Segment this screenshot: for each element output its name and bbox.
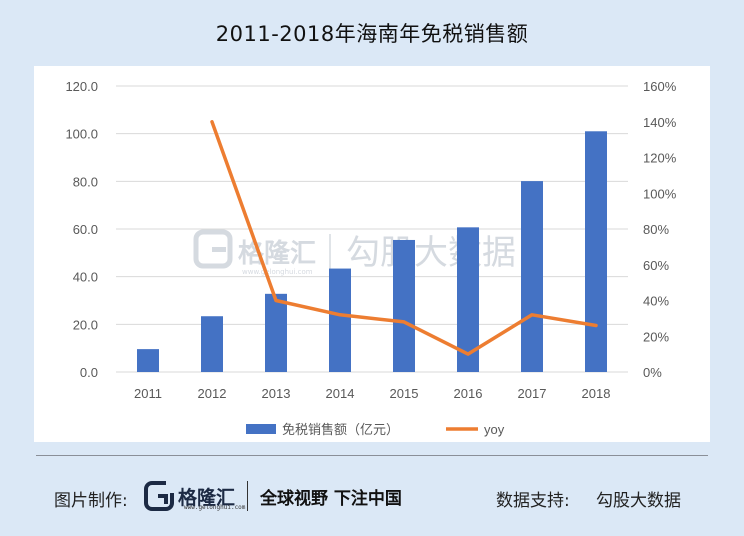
watermark-brand: 格隆汇	[238, 238, 316, 269]
x-tick-label: 2017	[518, 386, 547, 401]
bar	[329, 268, 351, 372]
y-right-tick-label: 140%	[643, 115, 677, 130]
x-tick-label: 2016	[454, 386, 483, 401]
brand-slogan: 全球视野 下注中国	[260, 488, 402, 509]
bar	[457, 227, 479, 372]
bar-series	[137, 131, 607, 372]
legend-label-line: yoy	[484, 422, 505, 437]
y-right-tick-label: 80%	[643, 222, 669, 237]
y-left-tick-label: 80.0	[73, 174, 98, 189]
footer-divider	[36, 455, 708, 456]
brand-g-icon	[144, 481, 174, 511]
legend-swatch-bar	[246, 424, 276, 434]
data-support-value: 勾股大数据	[596, 491, 681, 511]
brand-logo: 格隆汇 www.gelonghui.com 全球视野 下注中国	[144, 478, 402, 514]
legend-label-bar: 免税销售额（亿元）	[282, 422, 399, 438]
brand-separator	[247, 481, 249, 511]
y-right-tick-label: 40%	[643, 294, 669, 309]
y-left-tick-label: 40.0	[73, 270, 98, 285]
x-tick-label: 2011	[134, 386, 162, 401]
bar	[201, 316, 223, 372]
y-right-tick-label: 60%	[643, 258, 669, 273]
x-tick-label: 2018	[582, 386, 611, 401]
y-right-tick-label: 120%	[643, 151, 677, 166]
x-tick-label: 2012	[198, 386, 227, 401]
chart-title: 2011-2018年海南年免税销售额	[215, 22, 529, 46]
x-tick-label: 2015	[390, 386, 419, 401]
bar	[137, 349, 159, 372]
y-left-tick-label: 60.0	[73, 222, 98, 237]
y-left-tick-label: 0.0	[80, 365, 98, 380]
bar	[585, 131, 607, 372]
bar	[393, 239, 415, 372]
y-left-tick-label: 100.0	[65, 127, 98, 142]
bar	[265, 293, 287, 372]
y-right-tick-label: 100%	[643, 186, 677, 201]
y-right-tick-label: 0%	[643, 365, 662, 380]
brand-url: www.gelonghui.com	[184, 504, 246, 511]
y-right-tick-label: 20%	[643, 329, 669, 344]
watermark-g-bar	[212, 247, 226, 252]
legend: 免税销售额（亿元） yoy	[246, 422, 505, 438]
axes: 0.0 20.0 40.0 60.0 80.0 100.0 120.0 0% 20% 40% 60%…	[65, 79, 676, 401]
y-right-tick-label: 160%	[643, 79, 677, 94]
y-left-tick-label: 20.0	[73, 317, 98, 332]
bar	[521, 181, 543, 372]
y-left-tick-label: 120.0	[65, 79, 98, 94]
brand-name: 格隆汇	[178, 486, 236, 509]
data-support-label: 数据支持:	[496, 491, 570, 511]
x-tick-label: 2013	[262, 386, 291, 401]
x-tick-label: 2014	[326, 386, 355, 401]
watermark-url: www.gelonghui.com	[242, 268, 313, 276]
watermark-provider: 勾股大数据	[346, 233, 516, 273]
watermark-g-icon	[193, 229, 233, 269]
made-by-label: 图片制作:	[54, 491, 128, 511]
yoy-line	[210, 120, 598, 356]
line-series	[210, 120, 598, 356]
